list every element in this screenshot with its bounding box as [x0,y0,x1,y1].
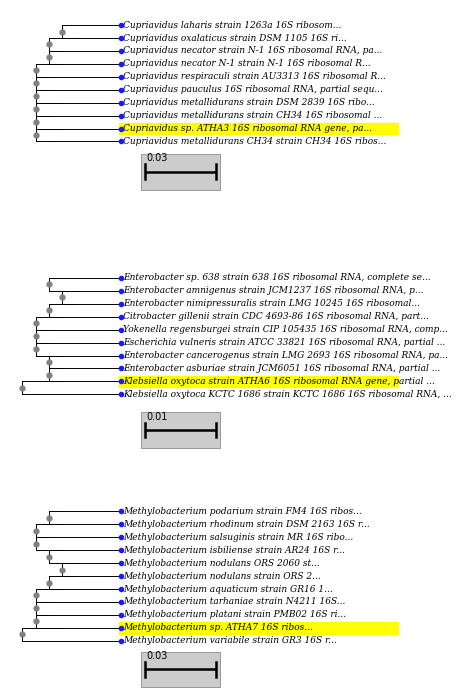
Text: Cupriavidus oxalaticus strain DSM 1105 16S ri...: Cupriavidus oxalaticus strain DSM 1105 1… [123,33,346,42]
Bar [118,122,405,134]
Text: Methylobacterium salsuginis strain MR 16S ribo...: Methylobacterium salsuginis strain MR 16… [123,533,353,541]
Text: Cupriavidus metallidurans strain CH34 16S ribosomal ...: Cupriavidus metallidurans strain CH34 16… [123,111,382,120]
Text: Methylobacterium platani strain PMB02 16S ri...: Methylobacterium platani strain PMB02 16… [123,610,346,619]
Text: Enterobacter sp. 638 strain 638 16S ribosomal RNA, complete se...: Enterobacter sp. 638 strain 638 16S ribo… [123,274,430,283]
Text: Methylobacterium rhodinum strain DSM 2163 16S r...: Methylobacterium rhodinum strain DSM 216… [123,520,369,529]
Text: 0.03: 0.03 [146,651,168,661]
Text: Methylobacterium variabile strain GR3 16S r...: Methylobacterium variabile strain GR3 16… [123,636,337,645]
Text: Methylobacterium podarium strain FM4 16S ribos...: Methylobacterium podarium strain FM4 16S… [123,507,362,516]
Text: 0.03: 0.03 [146,153,168,163]
Text: Methylobacterium sp. ATHA7 16S ribos...: Methylobacterium sp. ATHA7 16S ribos... [123,624,312,632]
Text: Cupriavidus pauculus 16S ribosomal RNA, partial sequ...: Cupriavidus pauculus 16S ribosomal RNA, … [123,85,383,94]
Text: Enterobacter asburiae strain JCM6051 16S ribosomal RNA, partial ...: Enterobacter asburiae strain JCM6051 16S… [123,364,440,373]
Text: Cupriavidus metallidurans CH34 strain CH34 16S ribos...: Cupriavidus metallidurans CH34 strain CH… [123,137,386,146]
Text: Cupriavidus laharis strain 1263a 16S ribosom...: Cupriavidus laharis strain 1263a 16S rib… [123,21,341,30]
Text: Methylobacterium nodulans strain ORS 2...: Methylobacterium nodulans strain ORS 2..… [123,571,320,580]
Bar [118,622,405,633]
Text: Cupriavidus necator N-1 strain N-1 16S ribosomal R...: Cupriavidus necator N-1 strain N-1 16S r… [123,59,370,68]
Text: Citrobacter gillenii strain CDC 4693-86 16S ribosomal RNA, part...: Citrobacter gillenii strain CDC 4693-86 … [123,313,428,322]
FancyBboxPatch shape [141,651,220,688]
Text: Yokenella regensburgei strain CIP 105435 16S ribosomal RNA, comp...: Yokenella regensburgei strain CIP 105435… [123,325,447,334]
Text: Enterobacter cancerogenus strain LMG 2693 16S ribosomal RNA, pa...: Enterobacter cancerogenus strain LMG 269… [123,351,448,360]
Text: Methylobacterium aquaticum strain GR16 1...: Methylobacterium aquaticum strain GR16 1… [123,585,332,594]
Text: Methylobacterium tarhaniae strain N4211 16S...: Methylobacterium tarhaniae strain N4211 … [123,597,345,606]
Text: Cupriavidus necator strain N-1 16S ribosomal RNA, pa...: Cupriavidus necator strain N-1 16S ribos… [123,47,382,56]
Text: Methylobacterium isbiliense strain AR24 16S r...: Methylobacterium isbiliense strain AR24 … [123,546,345,555]
Text: Klebsiella oxytoca KCTC 1686 strain KCTC 1686 16S ribosomal RNA, ...: Klebsiella oxytoca KCTC 1686 strain KCTC… [123,390,451,399]
Bar [118,376,405,387]
Text: Enterobacter nimipressuralis strain LMG 10245 16S ribosomal...: Enterobacter nimipressuralis strain LMG … [123,299,419,308]
Text: Cupriavidus sp. ATHA3 16S ribosomal RNA gene, pa...: Cupriavidus sp. ATHA3 16S ribosomal RNA … [123,124,372,133]
Text: Enterobacter amnigenus strain JCM1237 16S ribosomal RNA, p...: Enterobacter amnigenus strain JCM1237 16… [123,286,423,295]
Text: Escherichia vulneris strain ATCC 33821 16S ribosomal RNA, partial ...: Escherichia vulneris strain ATCC 33821 1… [123,338,445,347]
Text: 0.01: 0.01 [146,411,168,422]
FancyBboxPatch shape [141,154,220,189]
Text: Methylobacterium nodulans ORS 2060 st...: Methylobacterium nodulans ORS 2060 st... [123,559,319,568]
FancyBboxPatch shape [141,412,220,448]
Text: Cupriavidus respiraculi strain AU3313 16S ribosomal R...: Cupriavidus respiraculi strain AU3313 16… [123,72,385,81]
Text: Klebsiella oxytoca strain ATHA6 16S ribosomal RNA gene, partial ...: Klebsiella oxytoca strain ATHA6 16S ribo… [123,377,435,386]
Text: Cupriavidus metallidurans strain DSM 2839 16S ribo...: Cupriavidus metallidurans strain DSM 283… [123,98,374,107]
